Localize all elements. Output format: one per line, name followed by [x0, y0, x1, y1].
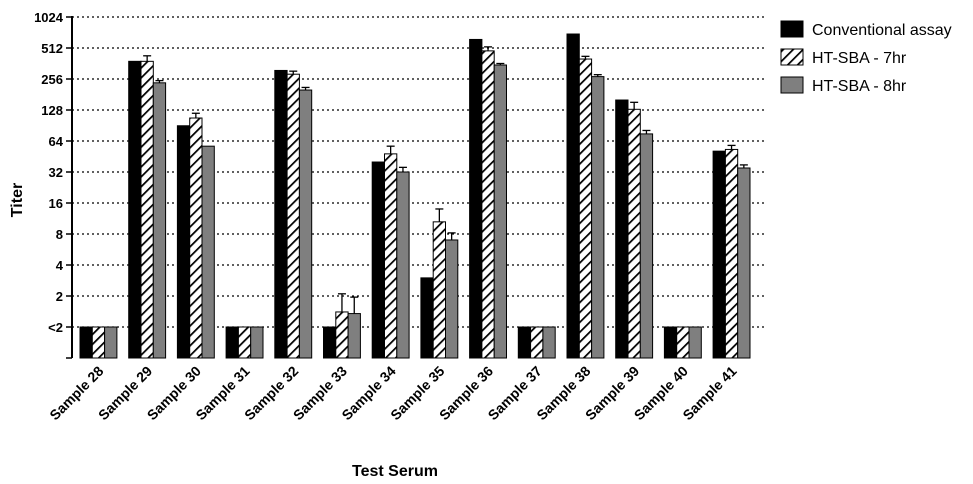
- bar-conventional-assay-sample-35: [420, 277, 434, 359]
- bar-ht-sba-8hr-sample-34: [396, 171, 410, 359]
- legend-label: HT-SBA - 7hr: [812, 50, 907, 67]
- bar-ht-sba-8hr-sample-39: [639, 133, 654, 359]
- bars: [79, 33, 751, 359]
- bar-ht-sba-8hr-sample-29: [152, 82, 167, 359]
- bar-conventional-assay-sample-31: [225, 326, 239, 359]
- x-axis-title: Test Serum: [352, 463, 438, 480]
- y-axis-title: Titer: [9, 183, 26, 217]
- bar-ht-sba-7hr-sample-38: [578, 58, 593, 359]
- bar-ht-sba-7hr-sample-32: [286, 73, 300, 359]
- bar-ht-sba-7hr-sample-37: [530, 326, 544, 359]
- bar-ht-sba-8hr-sample-37: [542, 326, 556, 359]
- bar-conventional-assay-sample-41: [712, 150, 726, 359]
- bar-ht-sba-7hr-sample-28: [91, 326, 106, 359]
- legend-swatch: [780, 48, 804, 66]
- y-tick-label: 256: [41, 72, 63, 87]
- bar-ht-sba-7hr-sample-39: [627, 108, 641, 359]
- legend-label: Conventional assay: [812, 22, 952, 39]
- bar-ht-sba-7hr-sample-30: [189, 117, 203, 359]
- bar-ht-sba-8hr-sample-31: [250, 326, 264, 359]
- bar-ht-sba-7hr-sample-41: [724, 148, 739, 359]
- bar-ht-sba-8hr-sample-38: [591, 76, 605, 359]
- y-tick-label: <2: [48, 320, 63, 335]
- bar-ht-sba-8hr-sample-40: [688, 326, 702, 359]
- error-bars: [143, 46, 748, 314]
- bar-ht-sba-8hr-sample-41: [737, 167, 751, 359]
- bar-conventional-assay-sample-39: [615, 99, 629, 359]
- bar-ht-sba-7hr-sample-31: [237, 326, 252, 359]
- bar-ht-sba-7hr-sample-33: [335, 311, 349, 359]
- y-tick-label: 1024: [34, 10, 64, 25]
- bar-ht-sba-7hr-sample-34: [384, 153, 398, 359]
- y-axis-ticks: <2 2 4 8 16 32 64 128 256 512 1024: [34, 10, 72, 359]
- bar-ht-sba-7hr-sample-29: [140, 60, 154, 359]
- bar-ht-sba-8hr-sample-30: [201, 145, 215, 359]
- bar-conventional-assay-sample-37: [517, 326, 532, 359]
- bar-conventional-assay-sample-34: [371, 161, 386, 359]
- bar-ht-sba-8hr-sample-35: [445, 239, 459, 359]
- bar-conventional-assay-sample-32: [274, 69, 288, 359]
- legend-swatch: [780, 20, 804, 38]
- bar-conventional-assay-sample-38: [566, 33, 580, 359]
- legend-label: HT-SBA - 8hr: [812, 78, 907, 95]
- bar-ht-sba-8hr-sample-28: [104, 326, 118, 359]
- bar-conventional-assay-sample-28: [79, 326, 93, 359]
- bar-ht-sba-8hr-sample-33: [347, 313, 361, 359]
- bar-ht-sba-7hr-sample-35: [432, 221, 447, 359]
- bar-conventional-assay-sample-36: [469, 38, 483, 359]
- bar-ht-sba-7hr-sample-40: [676, 326, 690, 359]
- y-tick-label: 64: [49, 134, 64, 149]
- bar-ht-sba-7hr-sample-36: [481, 50, 495, 359]
- y-tick-label: 2: [56, 289, 63, 304]
- y-tick-label: 128: [41, 103, 63, 118]
- y-tick-label: 512: [41, 41, 63, 56]
- bar-conventional-assay-sample-29: [128, 60, 142, 359]
- legend-swatch: [780, 76, 804, 94]
- y-tick-label: 8: [56, 227, 63, 242]
- y-tick-label: 16: [49, 196, 63, 211]
- legend: Conventional assay HT-SBA - 7hr HT-SBA - 8…: [780, 20, 952, 95]
- bar-conventional-assay-sample-30: [176, 125, 191, 359]
- bar-ht-sba-8hr-sample-32: [298, 89, 313, 359]
- bar-conventional-assay-sample-33: [323, 326, 337, 359]
- bar-conventional-assay-sample-40: [663, 326, 678, 359]
- gridlines: [72, 16, 766, 328]
- y-tick-label: 32: [49, 165, 63, 180]
- bar-ht-sba-8hr-sample-36: [493, 64, 508, 359]
- y-tick-label: 4: [56, 258, 64, 273]
